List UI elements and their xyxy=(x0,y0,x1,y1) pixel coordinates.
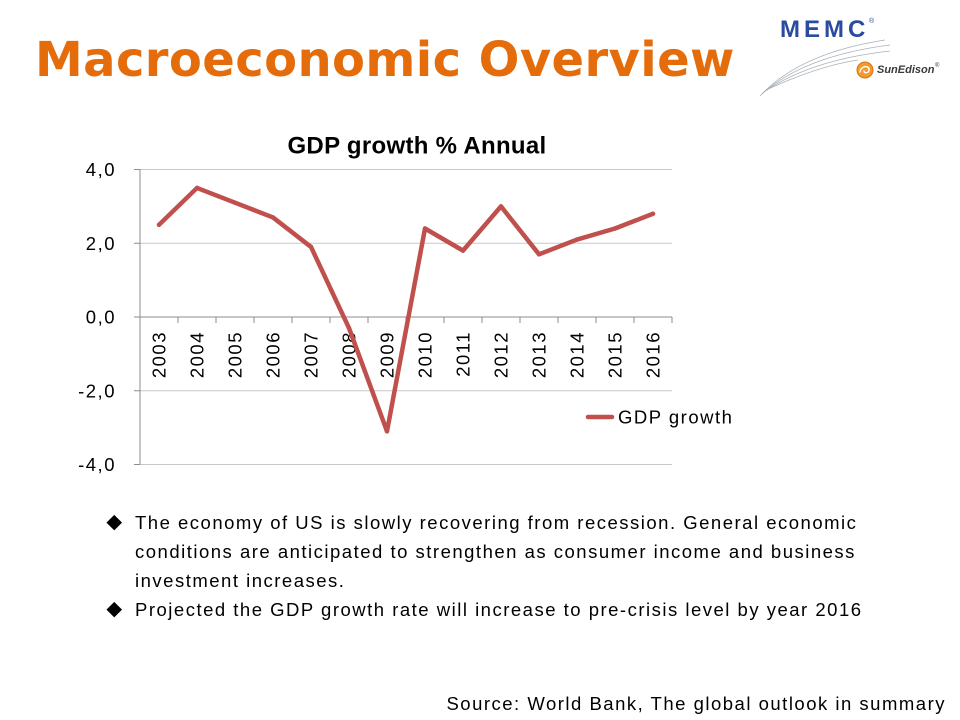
data-point-2013 xyxy=(536,252,542,257)
gridlines xyxy=(140,169,672,465)
x-tick-label-2012: 2012 xyxy=(491,331,512,378)
x-tick-label-2010: 2010 xyxy=(415,331,436,378)
data-point-2004 xyxy=(194,185,200,191)
sunedison-logo-text: SunEdison xyxy=(877,64,935,76)
diamond-bullet-icon xyxy=(106,514,122,530)
data-point-2003 xyxy=(156,222,162,228)
gdp-growth-line-chart: GDP growth % Annual 4,0 2,0 0,0 -2,0 -4,0 20… xyxy=(78,133,733,476)
chart-title: GDP growth % Annual xyxy=(287,133,546,160)
memc-logo: MEMC xyxy=(780,16,870,43)
bullet-text: Projected the GDP growth rate will incre… xyxy=(135,599,863,620)
x-tick-label-2006: 2006 xyxy=(263,331,284,378)
x-tick-label-2011: 2011 xyxy=(453,331,474,377)
series-gdp-growth xyxy=(156,185,656,434)
x-tick-label-2004: 2004 xyxy=(187,331,208,378)
data-point-2010 xyxy=(422,226,428,231)
y-tick-label: 2,0 xyxy=(86,233,116,254)
data-point-2008 xyxy=(346,325,352,331)
data-point-2005 xyxy=(232,200,238,205)
x-tick-label-2008: 2008 xyxy=(339,331,360,378)
series-line-gdp-growth xyxy=(156,185,656,434)
x-tick-labels: 2003 2004 2005 2006 2007 2008 2009 2010 2011 2012… xyxy=(149,331,664,378)
x-tick-label-2014: 2014 xyxy=(567,331,588,378)
y-tick-labels: 4,0 2,0 0,0 -2,0 -4,0 xyxy=(78,159,116,475)
x-tick-label-2016: 2016 xyxy=(643,331,664,378)
axes xyxy=(134,169,673,465)
y-tick-label: -2,0 xyxy=(78,380,116,401)
y-tick-label: -4,0 xyxy=(78,454,116,475)
data-point-2009 xyxy=(384,429,390,434)
data-point-2011 xyxy=(460,248,466,253)
source-note: Source: World Bank, The global outlook i… xyxy=(446,693,946,714)
sun-swirl-icon xyxy=(856,61,874,79)
legend: GDP growth xyxy=(585,407,733,428)
x-tick-label-2003: 2003 xyxy=(149,331,170,378)
x-tick-label-2007: 2007 xyxy=(301,331,322,378)
data-point-2007 xyxy=(308,244,314,250)
x-tick-label-2005: 2005 xyxy=(225,331,246,378)
bullet-list: The economy of US is slowly recovering f… xyxy=(105,508,900,624)
memc-registered-mark: ® xyxy=(869,18,875,25)
y-tick-label: 4,0 xyxy=(86,159,116,180)
logo-swoosh-icon xyxy=(759,39,891,97)
sunedison-registered-mark: ® xyxy=(935,63,940,69)
data-point-2016 xyxy=(650,211,656,216)
data-point-2006 xyxy=(270,215,276,220)
bullet-item: Projected the GDP growth rate will incre… xyxy=(105,595,900,624)
data-point-2014 xyxy=(574,237,580,242)
diamond-bullet-icon xyxy=(106,601,122,617)
x-tick-label-2009: 2009 xyxy=(377,331,398,378)
bullet-text: The economy of US is slowly recovering f… xyxy=(135,512,858,591)
data-point-2012 xyxy=(498,204,504,209)
x-tick-label-2013: 2013 xyxy=(529,331,550,378)
data-point-2015 xyxy=(612,226,618,231)
bullet-item: The economy of US is slowly recovering f… xyxy=(105,508,900,595)
legend-label-gdp-growth: GDP growth xyxy=(618,407,733,428)
x-tick-label-2015: 2015 xyxy=(605,331,626,378)
y-tick-label: 0,0 xyxy=(86,307,116,328)
slide-title: Macroeconomic Overview xyxy=(35,32,735,88)
